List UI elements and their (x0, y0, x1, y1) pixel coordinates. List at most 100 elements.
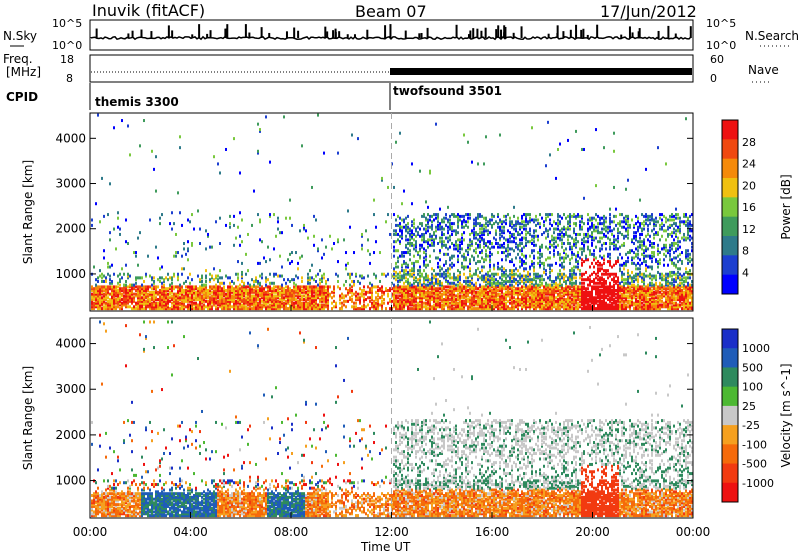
heatmap-cell (239, 307, 241, 311)
heatmap-cell (147, 292, 149, 296)
heatmap-cell (193, 301, 195, 305)
heatmap-cell (485, 285, 487, 289)
heatmap-cell (135, 278, 137, 282)
heatmap-cell (245, 298, 247, 302)
heatmap-cell (551, 305, 553, 309)
heatmap-cell (437, 272, 439, 276)
heatmap-cell (417, 269, 419, 273)
heatmap-cell (495, 299, 497, 303)
heatmap-cell (103, 301, 105, 305)
heatmap-cell (253, 298, 255, 302)
heatmap-cell (285, 303, 287, 307)
heatmap-cell (433, 307, 435, 311)
heatmap-cell (435, 296, 437, 300)
heatmap-cell (499, 236, 501, 240)
heatmap-cell (557, 298, 559, 302)
heatmap-cell (415, 242, 417, 245)
heatmap-cell (419, 303, 421, 307)
heatmap-cell (521, 263, 523, 267)
heatmap-cell (119, 279, 121, 283)
heatmap-cell (525, 243, 527, 247)
heatmap-cell (427, 242, 429, 245)
heatmap-cell (257, 292, 259, 296)
heatmap-cell (501, 269, 503, 273)
heatmap-cell (421, 232, 423, 236)
heatmap-cell (257, 296, 259, 300)
heatmap-cell (471, 278, 473, 282)
heatmap-cell (587, 294, 589, 298)
heatmap-cell (371, 287, 373, 291)
heatmap-cell (275, 303, 277, 307)
heatmap-cell (561, 272, 563, 276)
heatmap-cell (291, 260, 293, 264)
heatmap-cell (481, 299, 483, 303)
heatmap-cell (153, 301, 155, 305)
heatmap-cell (223, 307, 225, 311)
heatmap-cell (139, 276, 141, 280)
heatmap-cell (199, 279, 201, 283)
heatmap-cell (177, 301, 179, 305)
heatmap-cell (593, 287, 595, 291)
heatmap-cell (487, 296, 489, 300)
heatmap-cell (225, 303, 227, 307)
heatmap-cell (143, 287, 145, 291)
heatmap-cell (169, 287, 171, 291)
heatmap-cell (441, 287, 443, 291)
heatmap-cell (159, 292, 161, 296)
heatmap-cell (181, 303, 183, 307)
heatmap-cell (103, 298, 105, 302)
heatmap-cell (613, 289, 615, 293)
heatmap-cell (489, 278, 491, 282)
nsky-strip: N.Sky 10^5 10^0 10^5 10^0 N.Search (3, 17, 799, 52)
heatmap-cell (565, 232, 567, 236)
heatmap-cell (311, 299, 313, 303)
heatmap-cell (533, 283, 535, 287)
heatmap-cell (339, 301, 341, 305)
heatmap-cell (465, 289, 467, 293)
heatmap-cell (511, 274, 513, 278)
heatmap-cell (583, 232, 585, 236)
heatmap-cell (495, 289, 497, 293)
heatmap-cell (405, 276, 407, 280)
heatmap-cell (521, 301, 523, 305)
heatmap-cell (447, 290, 449, 294)
heatmap-cell (109, 287, 111, 291)
heatmap-cell (107, 301, 109, 305)
heatmap-cell (577, 294, 579, 298)
heatmap-cell (413, 305, 415, 309)
heatmap-cell (237, 278, 239, 282)
heatmap-cell (473, 232, 475, 236)
heatmap-cell (601, 283, 603, 287)
heatmap-cell (195, 294, 197, 298)
heatmap-cell (473, 289, 475, 293)
heatmap-cell (105, 279, 107, 283)
heatmap-cell (503, 301, 505, 305)
heatmap-cell (405, 299, 407, 303)
heatmap-cell (143, 279, 145, 283)
heatmap-cell (465, 279, 467, 283)
heatmap-cell (547, 214, 549, 218)
heatmap-cell (451, 232, 453, 236)
heatmap-cell (419, 169, 421, 173)
heatmap-cell (587, 303, 589, 307)
heatmap-cell (413, 294, 415, 298)
heatmap-cell (489, 231, 491, 235)
heatmap-cell (225, 147, 227, 151)
heatmap-cell (595, 229, 597, 233)
heatmap-cell (237, 290, 239, 294)
heatmap-cell (517, 292, 519, 296)
heatmap-cell (109, 303, 111, 307)
heatmap-cell (119, 283, 121, 287)
heatmap-cell (519, 225, 521, 229)
heatmap-cell (179, 303, 181, 307)
heatmap-cell (509, 269, 511, 273)
heatmap-cell (463, 258, 465, 262)
heatmap-cell (325, 301, 327, 305)
heatmap-cell (409, 232, 411, 236)
heatmap-cell (573, 227, 575, 231)
heatmap-cell (617, 247, 619, 251)
heatmap-cell (183, 242, 185, 245)
heatmap-cell (107, 272, 109, 276)
heatmap-cell (559, 278, 561, 282)
heatmap-cell (569, 245, 571, 249)
